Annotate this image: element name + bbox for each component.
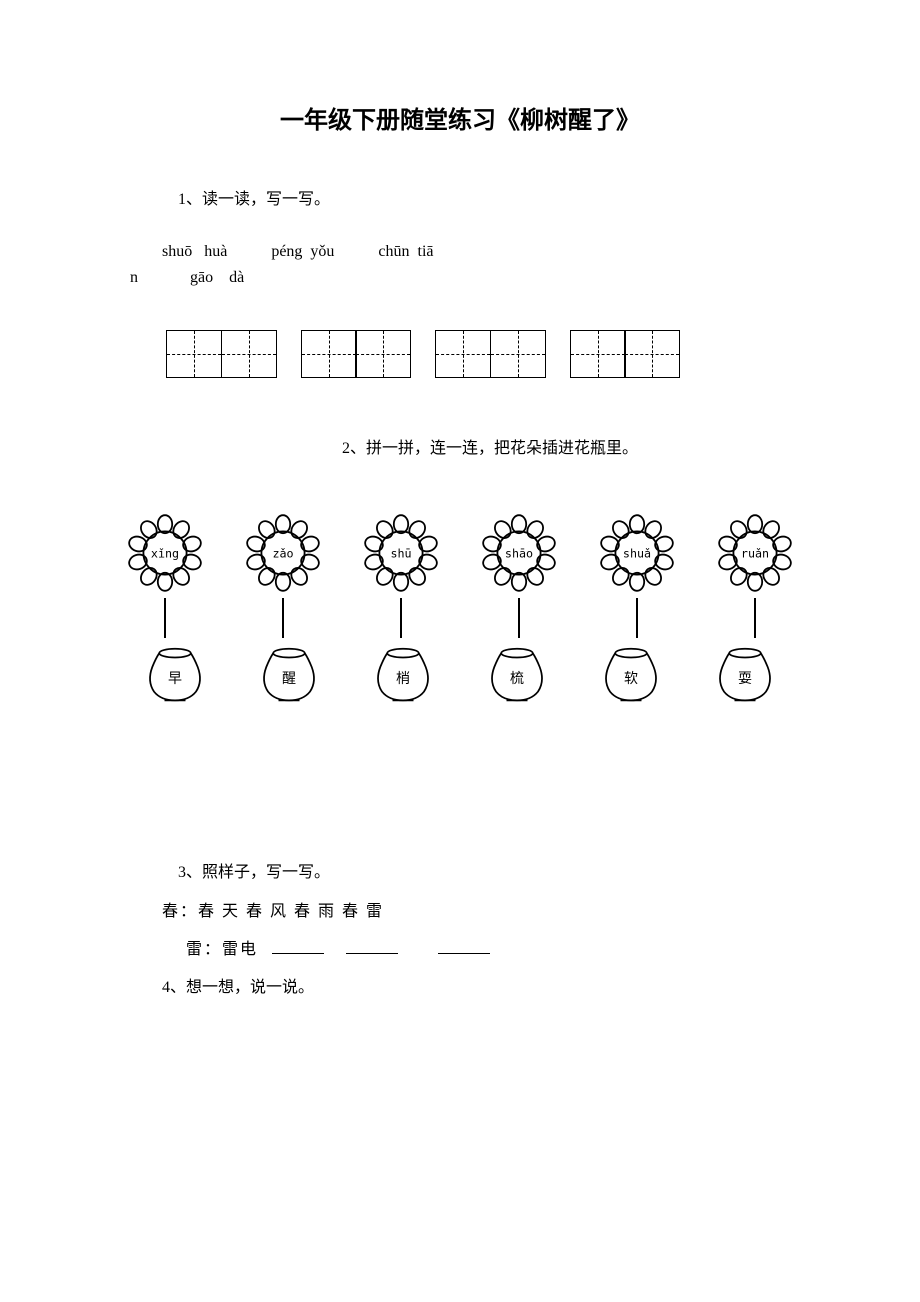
vase-label: 梳 xyxy=(510,671,524,687)
fill-blank[interactable] xyxy=(438,938,490,954)
vase-label: 梢 xyxy=(396,671,410,687)
flower-item[interactable]: shuǎ xyxy=(592,508,682,638)
flower-icon: ruǎn xyxy=(710,508,800,598)
flower-stem xyxy=(636,598,638,638)
writing-grid-row xyxy=(166,330,790,378)
q3-block: 3、照样子，写一写。 春：春 天 春 风 春 雨 春 雷 雷：雷电 4、想一想，… xyxy=(130,854,790,1008)
flower-label: shū xyxy=(390,547,411,561)
pinyin-block: shuō huà péng yǒu chūn tiā n gāo dà xyxy=(130,239,790,290)
writing-grid-pair[interactable] xyxy=(166,330,277,378)
flower-item[interactable]: shū xyxy=(356,508,446,638)
q3-fill-prefix: 雷：雷电 xyxy=(186,941,258,958)
flower-icon: xǐng xyxy=(120,508,210,598)
pinyin-line1: shuō huà péng yǒu chūn tiā xyxy=(130,243,434,260)
pinyin-line2: n gāo dà xyxy=(130,269,244,286)
fill-blank[interactable] xyxy=(272,938,324,954)
flowers-row: xǐng zǎo shū shāo xyxy=(120,508,800,638)
flower-icon: shuǎ xyxy=(592,508,682,598)
q3-fill-line: 雷：雷电 xyxy=(186,931,790,969)
flower-label: xǐng xyxy=(151,547,179,561)
flower-item[interactable]: ruǎn xyxy=(710,508,800,638)
flower-item[interactable]: shāo xyxy=(474,508,564,638)
flower-stem xyxy=(518,598,520,638)
vase-icon: 醒 xyxy=(254,646,324,704)
vase-icon: 梢 xyxy=(368,646,438,704)
worksheet-title: 一年级下册随堂练习《柳树醒了》 xyxy=(130,100,790,135)
vases-row: 早 醒 梢 梳 xyxy=(140,646,780,704)
flower-icon: shū xyxy=(356,508,446,598)
vase-icon: 早 xyxy=(140,646,210,704)
writing-cell[interactable] xyxy=(221,330,277,378)
vase-item[interactable]: 梢 xyxy=(368,646,438,704)
flower-stem xyxy=(754,598,756,638)
q3-example: 春：春 天 春 风 春 雨 春 雷 xyxy=(162,893,790,931)
flower-stem xyxy=(282,598,284,638)
flower-label: ruǎn xyxy=(741,547,769,561)
writing-grid-pair[interactable] xyxy=(570,330,681,378)
vase-item[interactable]: 醒 xyxy=(254,646,324,704)
writing-cell[interactable] xyxy=(490,330,546,378)
writing-cell[interactable] xyxy=(166,330,222,378)
flower-icon: shāo xyxy=(474,508,564,598)
vase-label: 耍 xyxy=(738,672,752,687)
vase-item[interactable]: 早 xyxy=(140,646,210,704)
vase-item[interactable]: 梳 xyxy=(482,646,552,704)
q4-prompt: 4、想一想，说一说。 xyxy=(162,969,790,1007)
writing-cell[interactable] xyxy=(624,330,680,378)
vase-item[interactable]: 耍 xyxy=(710,646,780,704)
flower-label: shuǎ xyxy=(623,547,651,561)
vase-item[interactable]: 软 xyxy=(596,646,666,704)
flower-stem xyxy=(164,598,166,638)
vase-icon: 软 xyxy=(596,646,666,704)
writing-cell[interactable] xyxy=(355,330,411,378)
flower-icon: zǎo xyxy=(238,508,328,598)
writing-cell[interactable] xyxy=(435,330,491,378)
flower-label: shāo xyxy=(505,547,533,561)
writing-grid-pair[interactable] xyxy=(435,330,546,378)
fill-blank[interactable] xyxy=(346,938,398,954)
vase-icon: 耍 xyxy=(710,646,780,704)
vase-label: 早 xyxy=(168,672,182,687)
q2-prompt: 2、拼一拼，连一连，把花朵插进花瓶里。 xyxy=(190,434,790,458)
writing-grid-pair[interactable] xyxy=(301,330,412,378)
flower-item[interactable]: zǎo xyxy=(238,508,328,638)
vase-label: 醒 xyxy=(282,672,296,687)
writing-cell[interactable] xyxy=(570,330,626,378)
q1-prompt: 1、读一读，写一写。 xyxy=(178,185,790,209)
writing-cell[interactable] xyxy=(301,330,357,378)
vase-label: 软 xyxy=(624,671,638,687)
flower-item[interactable]: xǐng xyxy=(120,508,210,638)
flower-label: zǎo xyxy=(272,547,293,561)
flower-stem xyxy=(400,598,402,638)
q3-prompt: 3、照样子，写一写。 xyxy=(178,854,790,892)
vase-icon: 梳 xyxy=(482,646,552,704)
